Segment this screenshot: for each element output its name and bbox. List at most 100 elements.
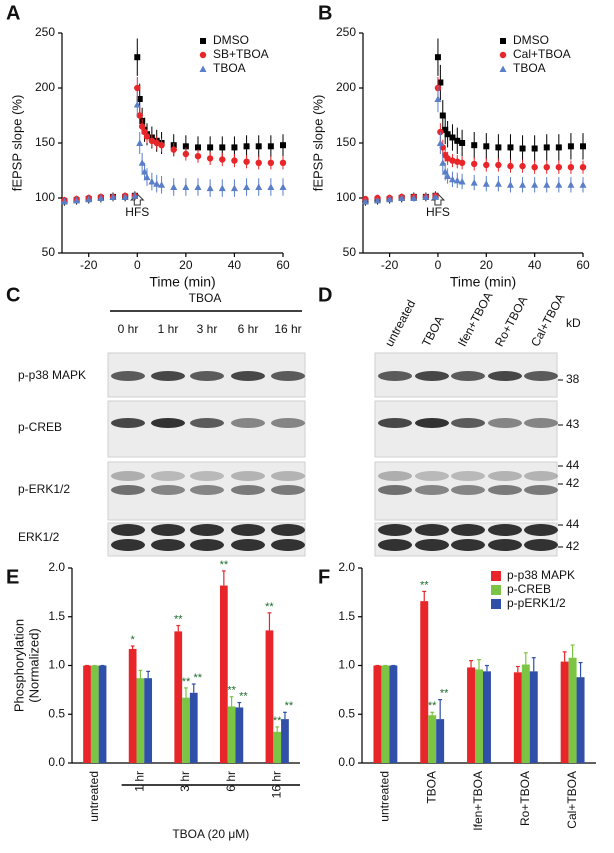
panel-letter: E <box>6 566 19 588</box>
blot-band <box>231 524 265 536</box>
marker <box>519 145 526 152</box>
blot-band <box>415 418 449 428</box>
marker <box>133 101 141 108</box>
marker <box>243 143 250 150</box>
marker <box>432 193 440 200</box>
marker <box>543 181 551 188</box>
bar <box>98 665 107 763</box>
y-tick-label: 1.5 <box>338 609 355 623</box>
marker <box>141 168 149 175</box>
blot-band <box>415 524 449 536</box>
x-tick-label: 1 hr <box>133 771 147 792</box>
annotation: HFS <box>125 205 149 219</box>
blot-band <box>378 485 412 495</box>
marker <box>567 143 574 150</box>
significance: ** <box>239 690 248 702</box>
blot-band <box>378 418 412 428</box>
marker <box>471 142 478 149</box>
legend-label: TBOA <box>513 61 546 75</box>
marker <box>434 54 441 61</box>
blot-band <box>151 371 185 381</box>
panel-letter: B <box>318 2 332 24</box>
row-label: p-CREB <box>18 420 62 434</box>
blot-band <box>488 418 522 428</box>
marker <box>579 164 587 171</box>
marker <box>267 183 275 190</box>
marker <box>439 159 447 166</box>
bar <box>475 669 483 763</box>
marker <box>136 96 143 102</box>
marker <box>422 193 430 200</box>
bar <box>560 661 569 763</box>
blot-band <box>151 539 185 551</box>
y-tick-label: 50 <box>42 245 56 259</box>
bar <box>219 585 228 763</box>
bar <box>136 678 145 763</box>
y-tick-label: 0.0 <box>48 755 65 769</box>
marker <box>494 180 502 187</box>
hfs-arrow <box>430 193 446 206</box>
marker <box>374 196 382 204</box>
marker <box>567 164 575 171</box>
blot-band <box>378 471 412 481</box>
blot-band <box>231 485 265 495</box>
significance: ** <box>285 700 294 712</box>
marker <box>97 194 105 201</box>
marker <box>148 178 156 185</box>
blot-band <box>488 524 522 536</box>
y-tick-label: 1.5 <box>48 609 65 623</box>
y-tick-label: 1.0 <box>338 658 355 672</box>
marker <box>280 142 286 149</box>
legend-label: Cal+TBOA <box>513 47 571 61</box>
marker <box>458 159 466 166</box>
significance: ** <box>265 601 274 613</box>
bar <box>389 665 398 763</box>
marker <box>580 143 586 150</box>
x-tick-label: untreated <box>87 771 101 822</box>
blot-band <box>231 371 265 381</box>
blot-band <box>451 418 485 428</box>
x-tick-label: 0 <box>435 258 442 272</box>
blot-band <box>190 418 224 428</box>
marker <box>255 183 263 190</box>
blot-band <box>524 471 558 481</box>
y-tick-label: 0.0 <box>338 755 355 769</box>
y-tick-label: 0.5 <box>48 706 65 720</box>
marker <box>158 181 166 188</box>
y-tick-label: 150 <box>35 135 55 149</box>
marker <box>579 181 587 188</box>
marker <box>136 139 144 146</box>
x-tick-label: -20 <box>381 258 399 272</box>
marker <box>386 195 394 203</box>
marker <box>207 144 214 151</box>
marker <box>449 134 456 141</box>
marker <box>410 194 418 201</box>
marker <box>121 193 129 200</box>
blot-strip <box>374 400 558 458</box>
bar <box>265 630 274 763</box>
marker <box>482 180 490 187</box>
marker <box>136 112 143 119</box>
x-tick-label: 6 hr <box>224 771 238 792</box>
x-tick-label: 0 <box>134 258 141 272</box>
legend-label: p-CREB <box>507 582 551 596</box>
bar <box>467 667 476 763</box>
marker <box>437 79 444 86</box>
blot-band <box>271 485 305 495</box>
marker <box>170 146 177 153</box>
x-tick-label: 20 <box>179 258 193 272</box>
marker <box>483 161 490 169</box>
x-axis-label: Time (min) <box>149 274 215 290</box>
x-tick-label: 60 <box>276 258 290 272</box>
x-tick-label: 60 <box>576 258 590 272</box>
y-tick-label: 200 <box>35 80 55 94</box>
blot-band <box>524 485 558 495</box>
marker <box>158 142 165 149</box>
significance: * <box>131 634 136 646</box>
marker <box>531 181 539 188</box>
marker <box>60 197 68 205</box>
row-label: p-ERK1/2 <box>18 482 70 496</box>
marker <box>458 178 466 185</box>
panel-letter: A <box>6 2 20 24</box>
